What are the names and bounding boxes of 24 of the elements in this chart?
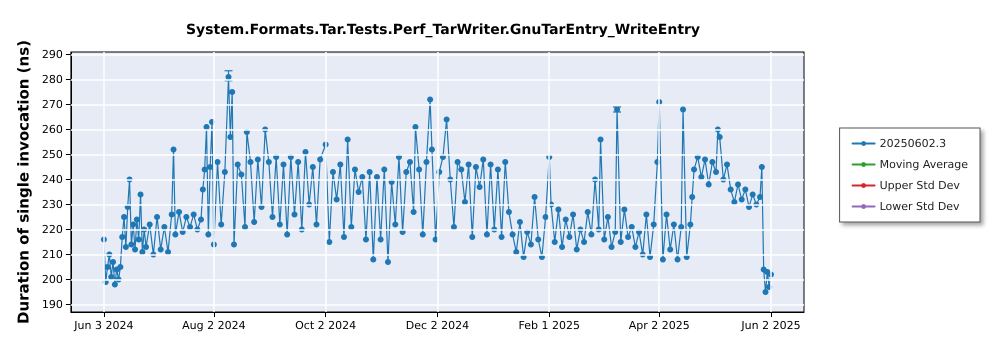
y-tick-label: 210 [42, 248, 63, 261]
y-tick-label: 220 [42, 223, 63, 236]
y-tick-label: 250 [42, 148, 63, 161]
y-tick-label: 230 [42, 198, 63, 211]
legend-label: Upper Std Dev [880, 179, 960, 192]
legend-label: Moving Average [880, 158, 968, 171]
x-tick-label: Jun 3 2024 [73, 319, 134, 332]
x-tick-label: Dec 2 2024 [406, 319, 470, 332]
legend-label: 20250602.3 [880, 137, 946, 150]
x-tick-label: Aug 2 2024 [182, 319, 246, 332]
y-tick-label: 260 [42, 123, 63, 136]
legend-label: Lower Std Dev [880, 200, 960, 213]
x-tick-label: Jun 2 2025 [740, 319, 801, 332]
y-tick-label: 290 [42, 48, 63, 61]
y-tick-label: 270 [42, 98, 63, 111]
y-tick-label: 280 [42, 73, 63, 86]
x-tick-label: Apr 2 2025 [628, 319, 690, 332]
x-tick-label: Oct 2 2024 [295, 319, 356, 332]
y-tick-label: 240 [42, 173, 63, 186]
x-tick-label: Feb 1 2025 [518, 319, 580, 332]
y-tick-label: 200 [42, 273, 63, 286]
chart-title: System.Formats.Tar.Tests.Perf_TarWriter.GnuTarEntry_WriteEntry [186, 22, 700, 38]
y-tick-label: 190 [42, 298, 63, 311]
y-axis-title: Duration of single invocation (ns) [14, 40, 32, 324]
